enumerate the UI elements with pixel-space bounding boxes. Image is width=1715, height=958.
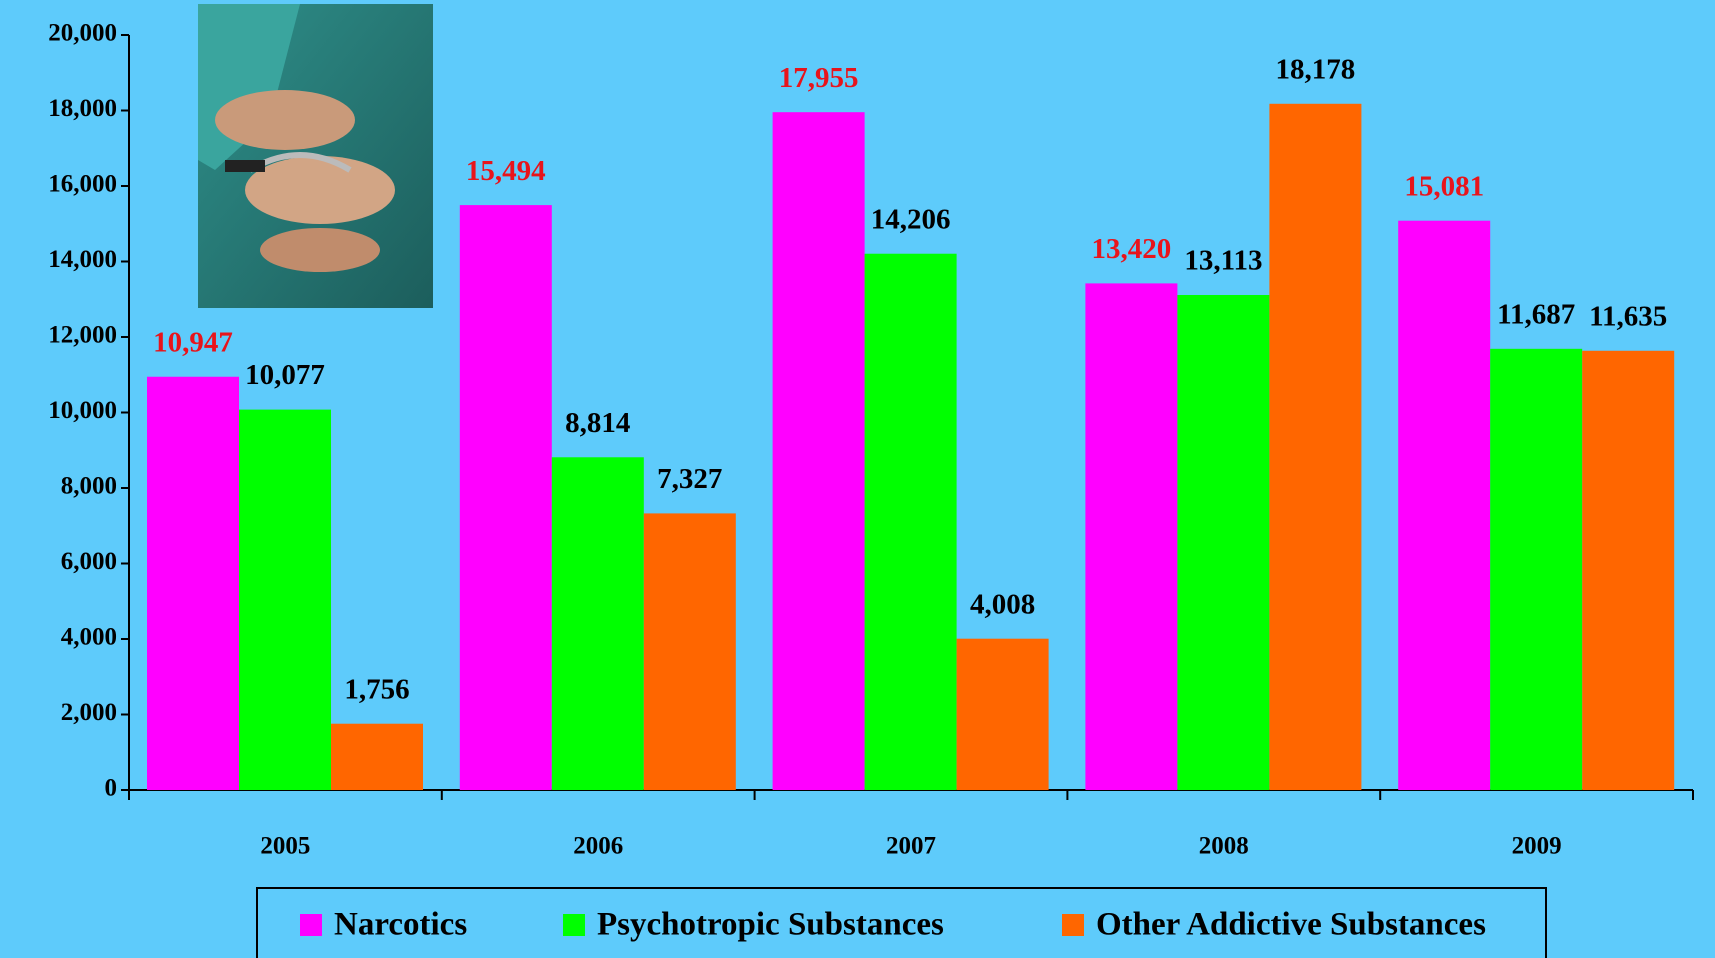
value-label: 18,178 — [1276, 53, 1356, 85]
value-label: 10,947 — [153, 326, 233, 358]
value-label: 8,814 — [565, 407, 630, 439]
bar — [460, 205, 552, 790]
legend-swatch — [1062, 914, 1084, 936]
bar — [644, 513, 736, 790]
value-label: 4,008 — [970, 588, 1035, 620]
bar — [1398, 221, 1490, 790]
y-tick-label: 12,000 — [48, 322, 117, 349]
bar — [1085, 283, 1177, 790]
bar — [552, 457, 644, 790]
x-tick-label: 2005 — [260, 833, 310, 860]
value-label: 13,420 — [1092, 233, 1172, 265]
value-label: 15,494 — [466, 155, 546, 187]
value-label: 11,635 — [1589, 300, 1667, 332]
y-tick-label: 10,000 — [48, 397, 117, 424]
x-tick-label: 2008 — [1199, 833, 1249, 860]
bar — [331, 724, 423, 790]
x-tick-label: 2006 — [573, 833, 623, 860]
y-tick-label: 0 — [105, 775, 118, 802]
value-label: 7,327 — [657, 463, 722, 495]
value-label: 15,081 — [1404, 170, 1484, 202]
value-label: 11,687 — [1497, 298, 1575, 330]
legend: Narcotics Psychotropic Substances Other Ad… — [257, 888, 1546, 958]
bar — [865, 254, 957, 790]
x-tick-label: 2007 — [886, 833, 936, 860]
value-label: 10,077 — [245, 359, 325, 391]
y-tick-label: 16,000 — [48, 171, 117, 198]
y-tick-label: 6,000 — [61, 548, 117, 575]
y-tick-label: 14,000 — [48, 246, 117, 273]
legend-swatch — [563, 914, 585, 936]
y-tick-label: 8,000 — [61, 473, 117, 500]
legend-swatch — [300, 914, 322, 936]
legend-label: Psychotropic Substances — [597, 907, 944, 943]
chart: 0 2,000 4,000 6,000 8,000 10,000 12,000 14,000 1… — [0, 0, 1715, 958]
bar — [1582, 351, 1674, 790]
y-tick-label: 20,000 — [48, 20, 117, 47]
photo — [198, 4, 433, 308]
value-label: 13,113 — [1184, 245, 1262, 277]
y-tick-label: 18,000 — [48, 95, 117, 122]
value-label: 14,206 — [871, 203, 951, 235]
bar — [773, 112, 865, 790]
value-label: 17,955 — [779, 62, 859, 94]
bar — [957, 639, 1049, 790]
x-tick-label: 2009 — [1512, 833, 1562, 860]
page: {"chart_data": {"type": "bar", "categori… — [0, 0, 1715, 958]
bar — [239, 410, 331, 790]
bar — [1177, 295, 1269, 790]
bar — [1269, 104, 1361, 790]
legend-label: Other Addictive Substances — [1096, 907, 1486, 943]
y-tick-label: 4,000 — [61, 624, 117, 651]
bar — [147, 377, 239, 790]
legend-label: Narcotics — [334, 907, 467, 943]
y-tick-label: 2,000 — [61, 699, 117, 726]
value-label: 1,756 — [344, 673, 409, 705]
bar — [1490, 349, 1582, 790]
